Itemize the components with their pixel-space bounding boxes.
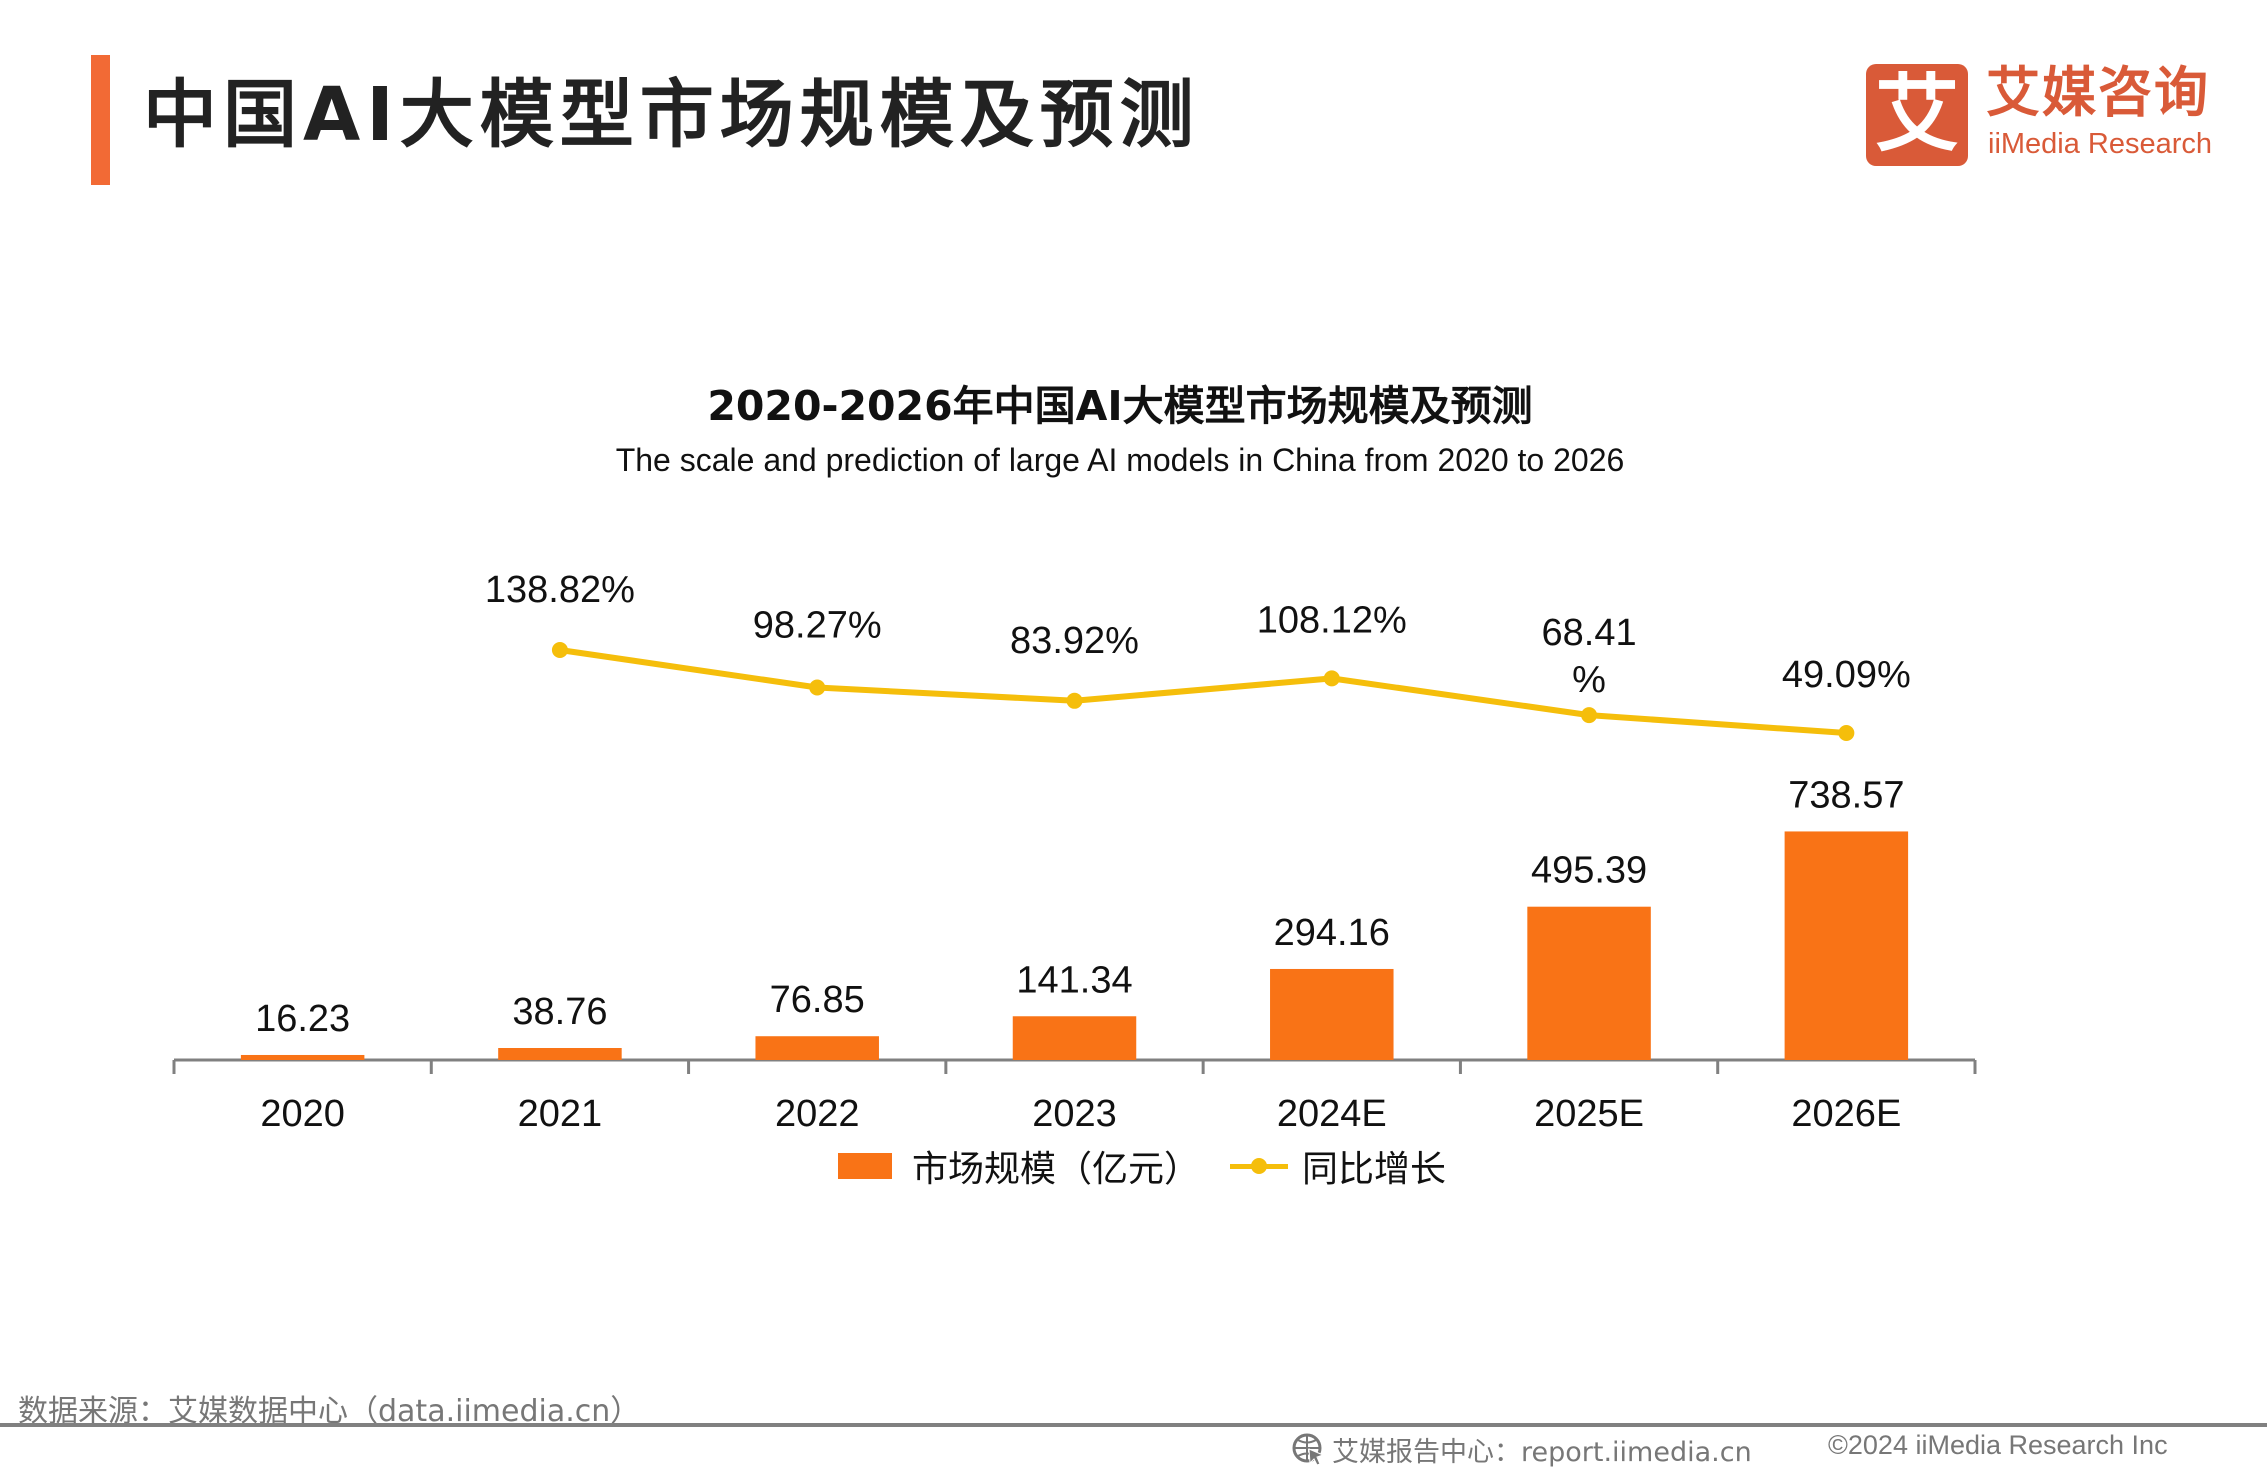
bar-value-label: 495.39 [1531, 850, 1647, 892]
bar-value-label: 738.57 [1788, 774, 1904, 816]
bar-value-label: 38.76 [512, 991, 607, 1033]
growth-value-label: 68.41 [1542, 612, 1637, 654]
chart-subtitle: The scale and prediction of large AI mod… [615, 442, 1625, 478]
iimedia-logo: 艾 艾媒咨询 iiMedia Research [1866, 64, 2226, 168]
bar-value-label: 294.16 [1274, 912, 1390, 954]
report-center-text: 艾媒报告中心：report.iimedia.cn [1332, 1437, 1752, 1468]
bar-2023 [1012, 1016, 1137, 1060]
growth-value-label-suffix: % [1572, 659, 1606, 701]
growth-value-label: 98.27% [753, 605, 882, 647]
chart-legend: 市场规模（亿元） 同比增长 [838, 1141, 1446, 1191]
bar-value-label: 141.34 [1016, 959, 1132, 1001]
growth-point-2022 [809, 679, 826, 696]
bar-value-label: 16.23 [255, 998, 350, 1040]
title-accent-bar [91, 55, 110, 185]
bar-2024E [1270, 968, 1394, 1060]
footer-divider [0, 1423, 2267, 1427]
growth-point-2024E [1323, 670, 1340, 687]
logo-name-cn: 艾媒咨询 [1986, 61, 2210, 124]
growth-line [559, 647, 1847, 736]
growth-point-2026E [1838, 725, 1855, 741]
legend-line-marker-icon [1230, 1153, 1289, 1179]
x-tick-label: 2023 [1032, 1093, 1117, 1135]
legend-line-label: 同比增长 [1302, 1149, 1447, 1190]
x-tick-label: 2021 [518, 1093, 603, 1135]
x-tick-label: 2020 [260, 1093, 345, 1135]
growth-value-label: 108.12% [1257, 599, 1407, 641]
growth-value-label: 83.92% [1010, 620, 1139, 662]
page-title: 中国AI大模型市场规模及预测 [143, 72, 1200, 158]
bar-value-label: 76.85 [770, 979, 865, 1021]
growth-point-2021 [551, 642, 568, 658]
x-tick-label: 2022 [775, 1093, 860, 1135]
growth-value-label: 138.82% [485, 569, 635, 611]
logo-mark-icon: 艾 [1866, 64, 1968, 166]
x-tick-label: 2025E [1534, 1093, 1644, 1135]
bar-2020 [240, 1054, 365, 1060]
globe-cursor-icon [1292, 1433, 1325, 1466]
x-tick-label: 2024E [1277, 1093, 1387, 1135]
growth-point-2023 [1066, 692, 1083, 709]
legend-bar-label: 市场规模（亿元） [912, 1149, 1201, 1190]
growth-point-2025E [1581, 707, 1598, 724]
x-tick-label: 2026E [1791, 1093, 1901, 1135]
growth-value-label: 49.09% [1782, 654, 1911, 696]
chart-title: 2020-2026年中国AI大模型市场规模及预测 [707, 382, 1533, 430]
footer-report-center: 艾媒报告中心：report.iimedia.cn [1292, 1430, 1752, 1469]
legend-bar-swatch [838, 1153, 892, 1179]
logo-name-en: iiMedia Research [1988, 128, 2213, 160]
bar-2025E [1527, 906, 1651, 1060]
bar-2021 [498, 1048, 622, 1060]
copyright: ©2024 iiMedia Research Inc [1828, 1430, 2168, 1460]
bar-2022 [755, 1036, 879, 1060]
bar-2026E [1784, 831, 1909, 1060]
